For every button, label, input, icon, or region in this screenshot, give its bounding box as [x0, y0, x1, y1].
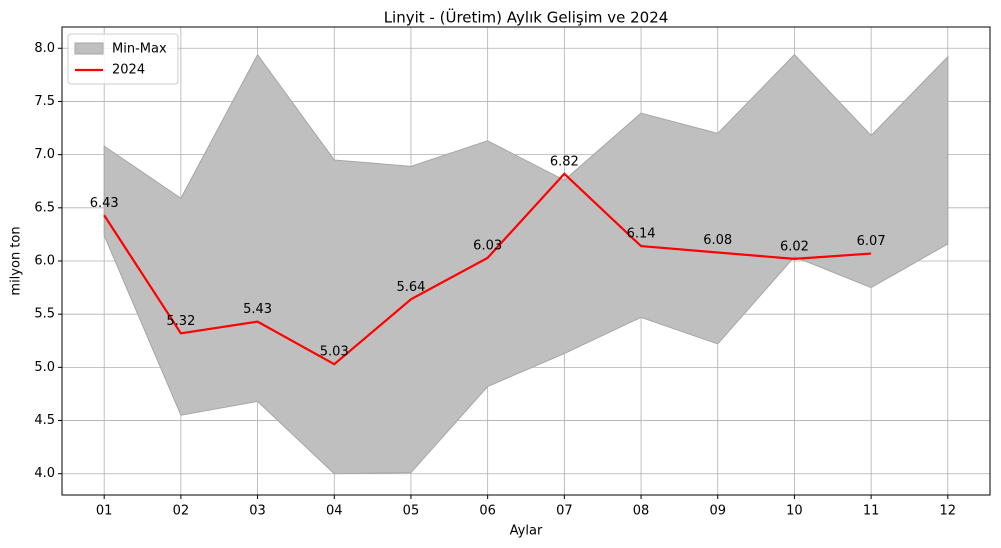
y-tick-label: 6.5: [34, 200, 55, 215]
data-label: 6.02: [780, 239, 809, 254]
x-tick-label: 08: [633, 504, 650, 519]
data-label: 5.64: [396, 280, 425, 295]
y-tick-label: 4.0: [34, 466, 55, 481]
x-tick-label: 06: [479, 504, 496, 519]
x-tick-label: 12: [940, 504, 957, 519]
y-tick-label: 5.0: [34, 360, 55, 375]
data-label: 5.43: [243, 302, 272, 317]
min-max-band: [103, 53, 949, 475]
x-axis-label: Aylar: [510, 524, 543, 539]
data-label: 6.08: [703, 233, 732, 248]
x-tick-label: 05: [403, 504, 420, 519]
y-tick-label: 7.0: [34, 147, 55, 162]
x-tick-label: 02: [173, 504, 190, 519]
y-tick-label: 4.5: [34, 413, 55, 428]
data-label: 6.07: [857, 234, 886, 249]
x-tick-label: 03: [249, 504, 266, 519]
x-tick-label: 11: [863, 504, 880, 519]
y-tick-label: 7.5: [34, 94, 55, 109]
data-label: 5.32: [166, 314, 195, 329]
x-tick-label: 07: [556, 504, 573, 519]
legend-label: 2024: [112, 63, 145, 78]
axes-frame: [61, 26, 991, 496]
y-tick-label: 6.0: [34, 254, 55, 269]
x-tick-label: 04: [326, 504, 343, 519]
y-tick-label: 5.5: [34, 307, 55, 322]
legend-label: Min-Max: [112, 42, 167, 57]
data-label: 5.03: [320, 345, 349, 360]
x-tick-label: 10: [786, 504, 803, 519]
y-tick-label: 8.0: [34, 41, 55, 56]
series-line: [103, 172, 872, 366]
data-label: 6.14: [627, 227, 656, 242]
data-label: 6.82: [550, 154, 579, 169]
data-label: 6.43: [90, 196, 119, 211]
data-label: 6.03: [473, 238, 502, 253]
x-tick-label: 09: [709, 504, 726, 519]
y-axis-label: milyon ton: [9, 226, 24, 295]
chart-title: Linyit - (Üretim) Aylık Gelişim ve 2024: [384, 8, 669, 27]
legend-swatch: [74, 42, 104, 55]
x-tick-label: 01: [96, 504, 113, 519]
